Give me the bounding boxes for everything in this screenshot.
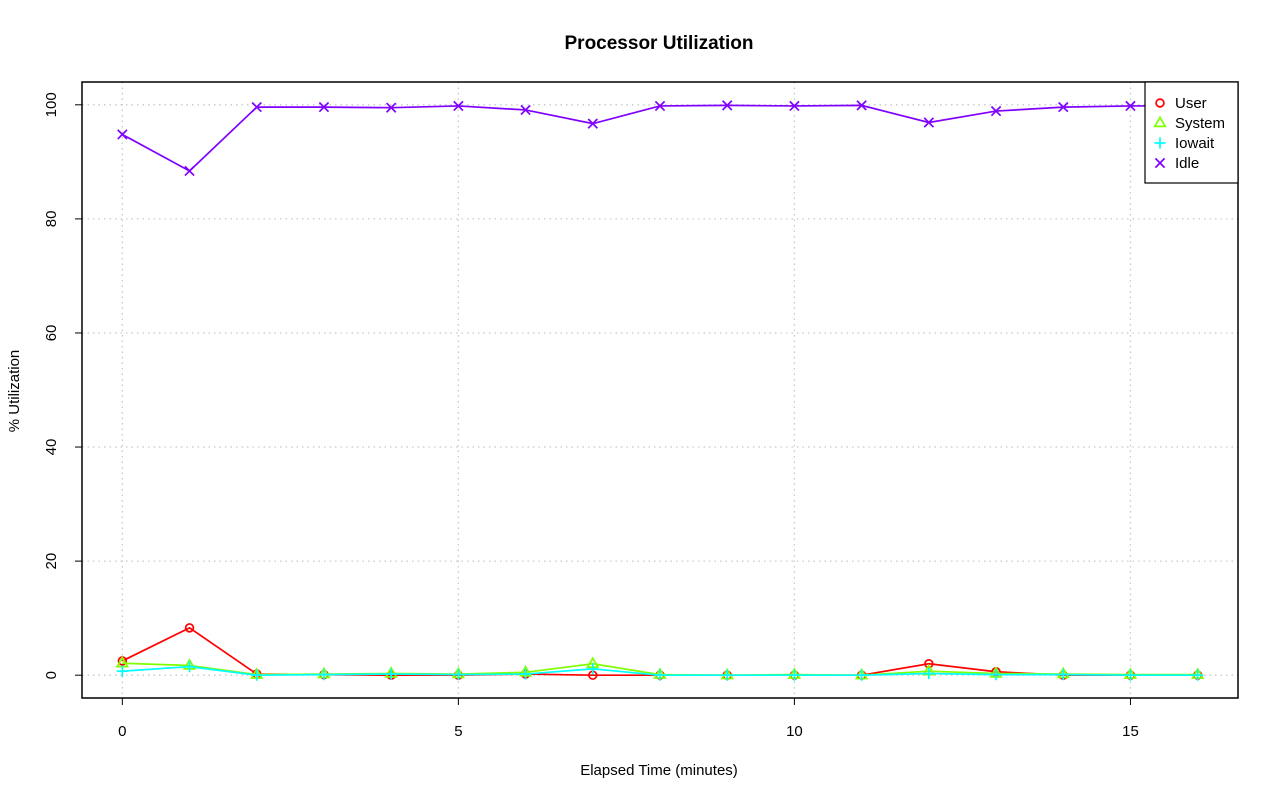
legend: User System Iowait Idle xyxy=(1144,81,1239,184)
idle-data-point xyxy=(722,100,733,111)
y-tick-label: 40 xyxy=(43,439,60,456)
idle-data-point xyxy=(923,117,935,128)
iowait-data-point xyxy=(654,669,666,681)
iowait-data-point xyxy=(1124,669,1137,681)
grid xyxy=(82,82,1238,698)
legend-user-label: User xyxy=(1175,95,1207,112)
idle-data-point xyxy=(856,100,867,111)
idle-data-point xyxy=(251,101,262,113)
legend-idle-marker xyxy=(1154,157,1166,169)
chart-title: Processor Utilization xyxy=(565,33,754,54)
iowait-data-point xyxy=(385,668,397,680)
iowait-data-point xyxy=(318,669,330,681)
iowait-data-point xyxy=(183,661,196,673)
iowait-data-point xyxy=(1192,669,1204,681)
legend-system-marker xyxy=(1153,115,1167,128)
iowait-data-point xyxy=(856,669,868,681)
y-tick-label: 60 xyxy=(43,325,60,342)
iowait-data-point xyxy=(587,663,599,675)
idle-data-point xyxy=(520,104,531,116)
idle-data-point xyxy=(117,129,128,140)
idle-data-point xyxy=(453,100,464,112)
iowait-data-point xyxy=(116,665,128,677)
y-tick-label: 20 xyxy=(43,553,60,570)
idle-series-line xyxy=(121,104,1198,173)
legend-user-marker xyxy=(1155,98,1165,108)
y-axis-label: % Utilization xyxy=(6,350,23,433)
idle-data-point xyxy=(184,165,195,177)
idle-data-point xyxy=(654,100,666,112)
iowait-data-point xyxy=(251,669,263,681)
idle-data-point xyxy=(789,100,800,112)
idle-data-point xyxy=(318,101,330,113)
legend-system-label: System xyxy=(1175,115,1225,132)
iowait-data-point xyxy=(721,669,733,681)
iowait-data-point xyxy=(1057,669,1069,681)
idle-data-point xyxy=(990,105,1002,117)
series-layer xyxy=(115,100,1205,681)
y-tick-label: 80 xyxy=(43,211,60,228)
y-tick-label: 100 xyxy=(43,92,60,117)
iowait-data-point xyxy=(923,667,935,680)
y-tick-label: 0 xyxy=(43,671,60,679)
legend-iowait-label: Iowait xyxy=(1175,135,1215,152)
iowait-data-point xyxy=(519,668,532,680)
iowait-data-point xyxy=(788,669,801,681)
iowait-data-point xyxy=(990,669,1002,681)
axes: 0 5 10 15 0 20 40 60 80 100 xyxy=(43,92,1139,740)
iowait-data-point xyxy=(452,669,464,681)
user-data-point xyxy=(924,659,934,669)
x-axis-label: Elapsed Time (minutes) xyxy=(580,762,738,779)
legend-idle-label: Idle xyxy=(1175,155,1199,172)
user-data-point xyxy=(184,623,195,633)
idle-data-point xyxy=(1058,101,1069,113)
x-tick-label: 0 xyxy=(118,723,126,740)
idle-data-point xyxy=(1125,100,1136,112)
legend-iowait-marker xyxy=(1154,137,1166,149)
x-tick-label: 5 xyxy=(454,723,462,740)
plot-frame xyxy=(81,81,1239,699)
x-tick-label: 15 xyxy=(1122,723,1139,740)
idle-data-point xyxy=(587,118,598,129)
x-tick-label: 10 xyxy=(786,723,803,740)
idle-data-point xyxy=(385,102,397,113)
